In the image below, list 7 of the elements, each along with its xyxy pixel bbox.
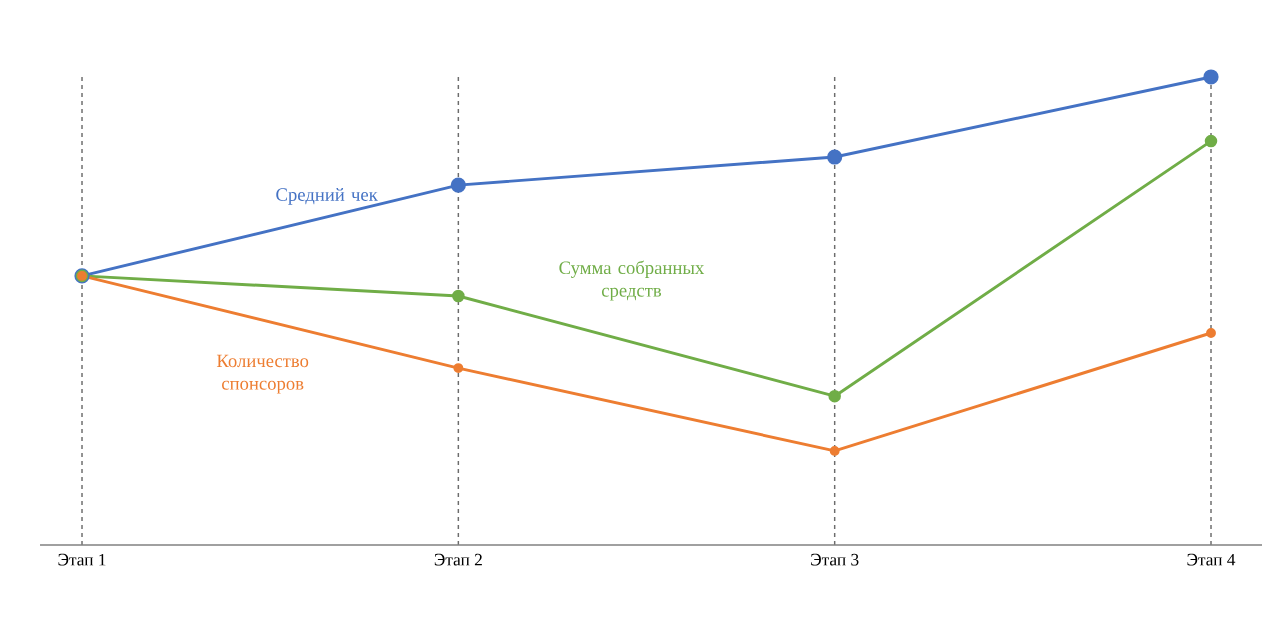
x-tick-label: Этап 1	[58, 553, 106, 566]
x-tick-label: Этап 3	[811, 553, 859, 566]
series-label: Сумма собранных средств	[559, 260, 705, 301]
series-label: Количество спонсоров	[216, 354, 309, 394]
x-tick-label: Этап 4	[1187, 553, 1236, 566]
x-tick-label: Этап 2	[434, 553, 482, 566]
series-label: Средний чек	[276, 187, 378, 205]
